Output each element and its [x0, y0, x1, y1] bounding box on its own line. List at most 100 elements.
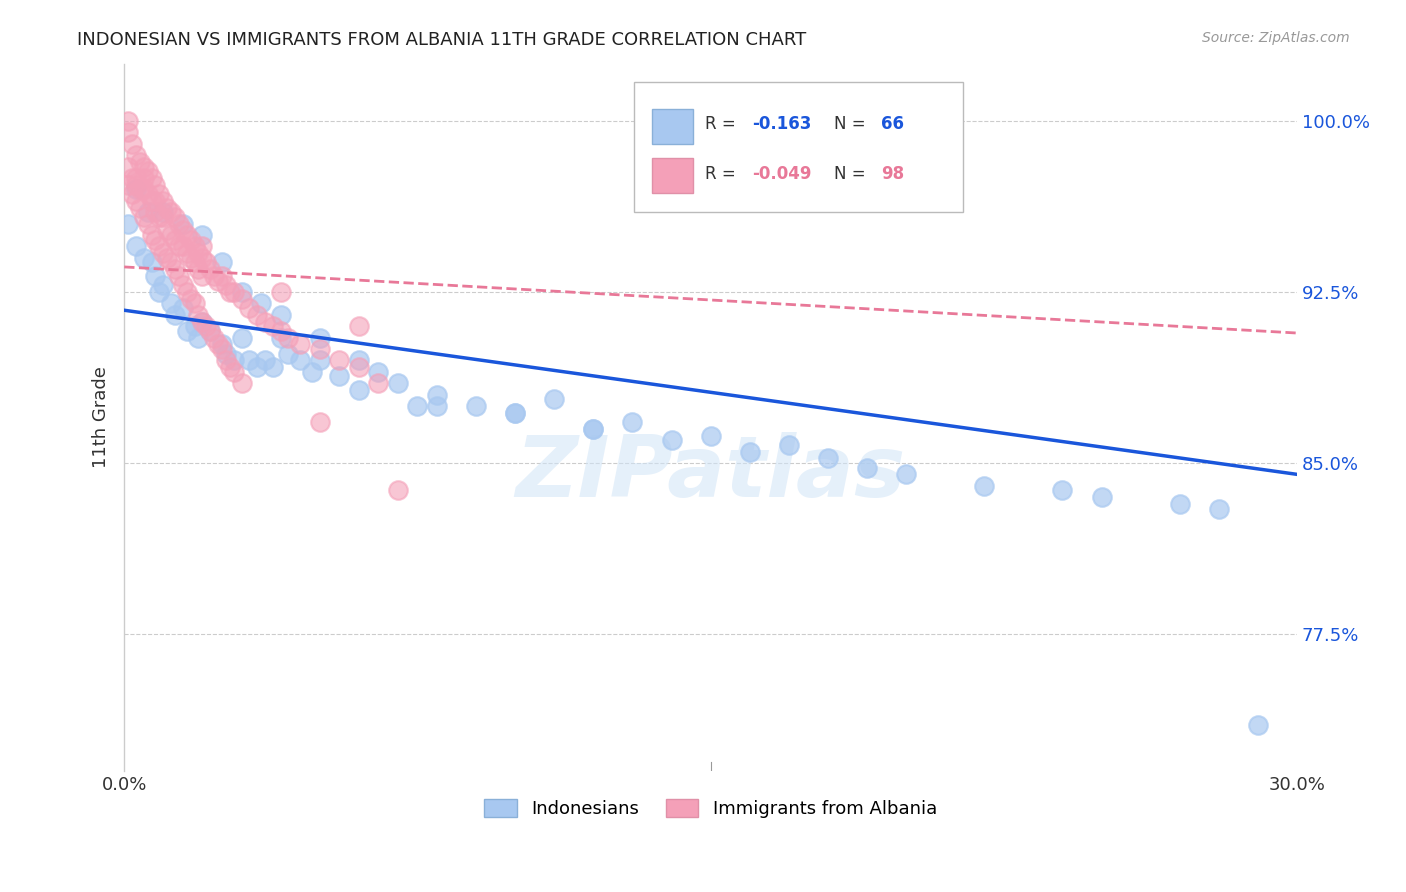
Point — [288, 337, 311, 351]
Point — [215, 346, 238, 360]
Point — [145, 205, 167, 219]
Point — [160, 296, 183, 310]
Point — [738, 444, 761, 458]
Point — [136, 164, 159, 178]
Point — [176, 246, 198, 260]
Point — [218, 360, 240, 375]
Point — [1208, 501, 1230, 516]
Point — [187, 262, 209, 277]
FancyBboxPatch shape — [652, 109, 693, 144]
Point — [163, 308, 186, 322]
Point — [238, 353, 260, 368]
Text: R =: R = — [704, 165, 741, 183]
Point — [125, 178, 148, 192]
Point — [262, 360, 284, 375]
Point — [215, 278, 238, 293]
Point — [426, 399, 449, 413]
Point — [183, 296, 205, 310]
Point — [426, 387, 449, 401]
Point — [128, 201, 150, 215]
Point — [367, 376, 389, 391]
Point — [347, 319, 370, 334]
Point — [1052, 483, 1074, 498]
Point — [347, 360, 370, 375]
Point — [132, 210, 155, 224]
Point — [202, 330, 225, 344]
Point — [180, 251, 202, 265]
Point — [121, 171, 143, 186]
Point — [187, 308, 209, 322]
Point — [117, 217, 139, 231]
Point — [231, 376, 253, 391]
Point — [347, 383, 370, 397]
Text: ZIPatlas: ZIPatlas — [516, 433, 905, 516]
Point — [308, 342, 330, 356]
Text: INDONESIAN VS IMMIGRANTS FROM ALBANIA 11TH GRADE CORRELATION CHART: INDONESIAN VS IMMIGRANTS FROM ALBANIA 11… — [77, 31, 807, 49]
Point — [132, 160, 155, 174]
Point — [253, 353, 276, 368]
Text: N =: N = — [834, 165, 870, 183]
Point — [503, 406, 526, 420]
Point — [211, 255, 233, 269]
Point — [145, 178, 167, 192]
Point — [856, 460, 879, 475]
Point — [328, 369, 350, 384]
Point — [132, 171, 155, 186]
Point — [328, 353, 350, 368]
Point — [778, 438, 800, 452]
Point — [187, 246, 209, 260]
Legend: Indonesians, Immigrants from Albania: Indonesians, Immigrants from Albania — [477, 791, 945, 825]
Point — [1090, 490, 1112, 504]
Text: N =: N = — [834, 115, 870, 133]
Point — [661, 433, 683, 447]
Point — [183, 319, 205, 334]
Point — [167, 239, 190, 253]
Point — [238, 301, 260, 315]
Point — [253, 315, 276, 329]
Point — [125, 194, 148, 208]
Point — [141, 171, 163, 186]
Point — [270, 324, 292, 338]
Point — [465, 399, 488, 413]
Point — [202, 268, 225, 283]
Point — [183, 239, 205, 253]
Point — [125, 148, 148, 162]
Point — [117, 160, 139, 174]
FancyBboxPatch shape — [652, 158, 693, 194]
Point — [308, 330, 330, 344]
Point — [121, 136, 143, 151]
Point — [141, 255, 163, 269]
Point — [187, 330, 209, 344]
Point — [367, 365, 389, 379]
Point — [817, 451, 839, 466]
Point — [163, 210, 186, 224]
Point — [582, 422, 605, 436]
Point — [246, 360, 269, 375]
Point — [222, 365, 245, 379]
Point — [141, 227, 163, 242]
Point — [231, 330, 253, 344]
Point — [308, 353, 330, 368]
Point — [156, 223, 179, 237]
Point — [145, 268, 167, 283]
Point — [195, 319, 218, 334]
Point — [163, 233, 186, 247]
Point — [222, 285, 245, 299]
Point — [288, 353, 311, 368]
Point — [152, 205, 174, 219]
Point — [121, 186, 143, 201]
Point — [152, 246, 174, 260]
Point — [148, 285, 170, 299]
Point — [246, 308, 269, 322]
Point — [167, 268, 190, 283]
Point — [215, 353, 238, 368]
Point — [543, 392, 565, 406]
Point — [191, 251, 214, 265]
Point — [172, 217, 194, 231]
Point — [132, 251, 155, 265]
Point — [207, 274, 229, 288]
Point — [191, 315, 214, 329]
Point — [152, 278, 174, 293]
Point — [172, 223, 194, 237]
Point — [183, 255, 205, 269]
